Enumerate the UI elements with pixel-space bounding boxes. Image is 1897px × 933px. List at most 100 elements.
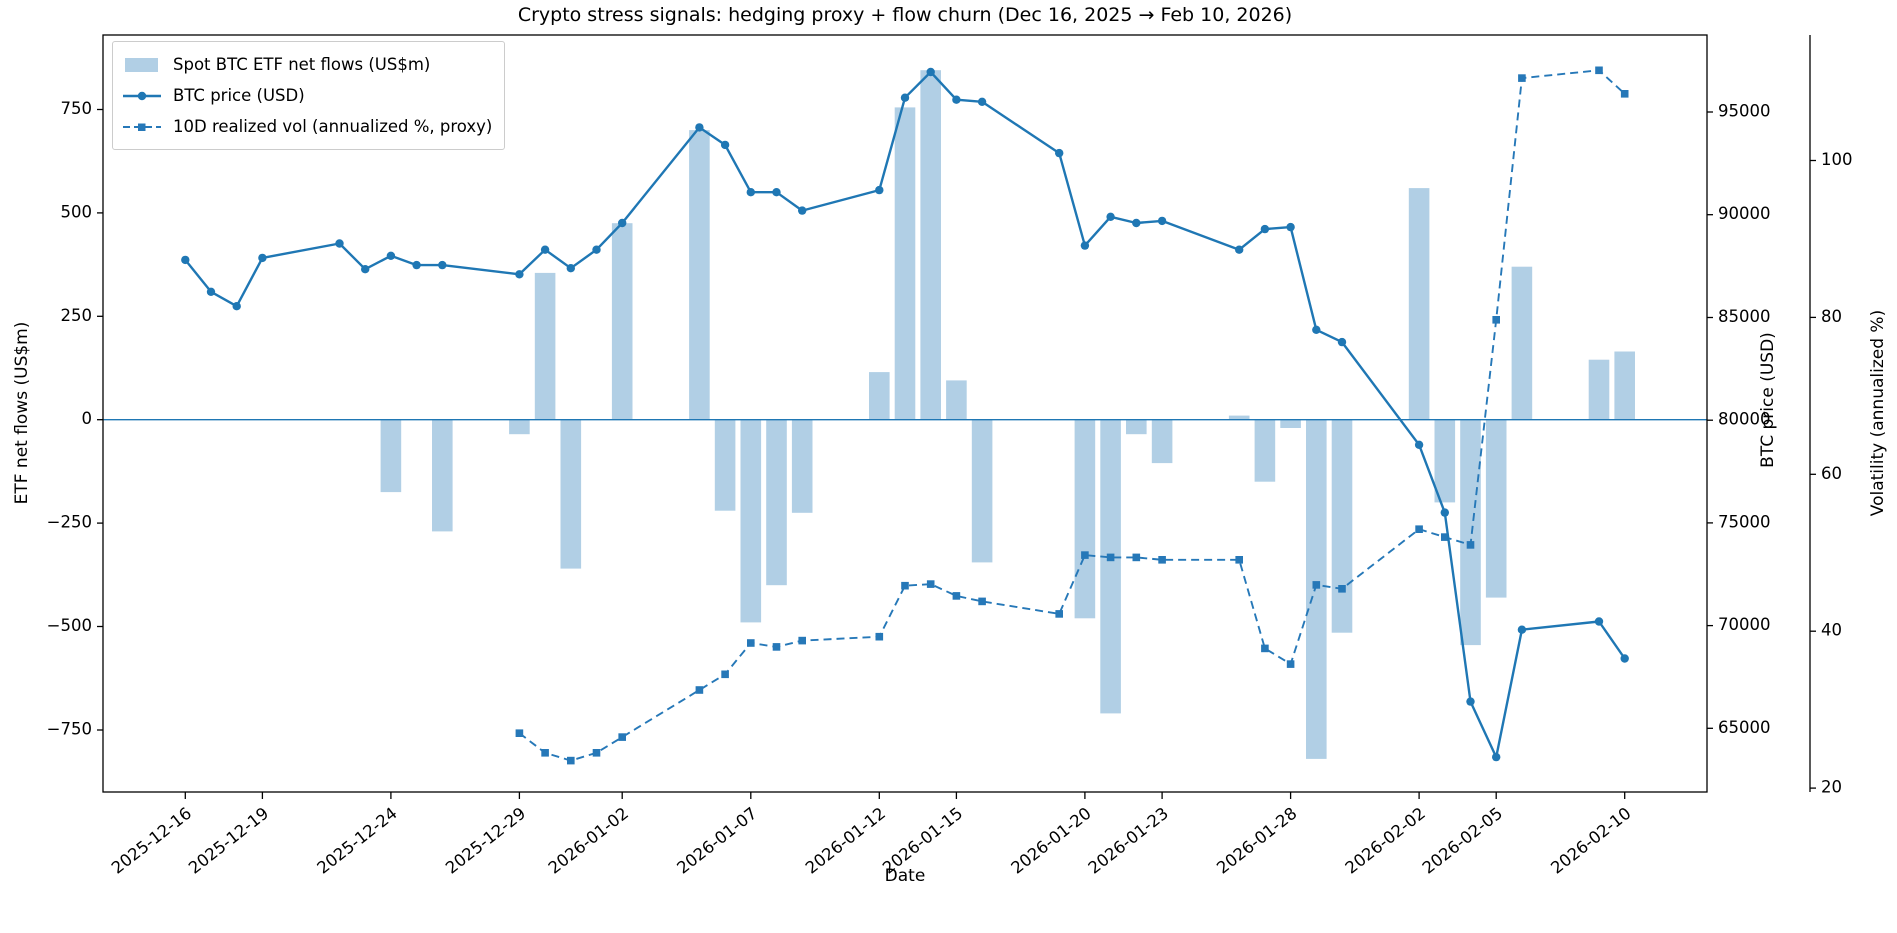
etf-flow-bar — [509, 419, 530, 435]
y-axis-title-vol: Volatility (annualized %) — [1868, 309, 1888, 517]
price-marker — [1466, 697, 1475, 706]
price-marker — [1260, 224, 1270, 234]
price-marker — [952, 95, 961, 104]
tick-label: 95000 — [1718, 102, 1771, 121]
vol-marker — [1518, 74, 1526, 82]
price-marker — [772, 188, 781, 197]
x-axis-title: Date — [884, 866, 926, 886]
etf-flow-bar — [689, 130, 710, 420]
legend-label: 10D realized vol (annualized %, proxy) — [173, 117, 493, 136]
tick-label: 40 — [1821, 621, 1842, 640]
tick-label: 60 — [1821, 464, 1842, 483]
vol-marker — [952, 592, 961, 600]
legend-item-flows: Spot BTC ETF net flows (US$m) — [123, 49, 492, 80]
etf-flow-bar — [1100, 419, 1121, 714]
etf-flow-bar — [1331, 419, 1353, 633]
tick-label: 750 — [61, 99, 93, 118]
price-marker — [1440, 508, 1450, 517]
vol-marker — [721, 670, 729, 679]
bar-swatch-icon — [125, 57, 158, 72]
price-marker — [1492, 752, 1501, 762]
tick-label: 250 — [61, 306, 93, 325]
price-marker — [412, 260, 421, 270]
etf-flow-bar — [1126, 419, 1147, 435]
vol-marker — [926, 580, 935, 588]
vol-marker — [618, 733, 626, 741]
tick-label: −750 — [47, 720, 92, 739]
etf-flow-bar — [432, 419, 453, 532]
etf-flow-bar — [560, 419, 582, 569]
etf-flow-bar — [1434, 419, 1456, 503]
vol-marker — [798, 636, 806, 645]
price-marker — [926, 67, 935, 77]
etf-flow-bar — [791, 419, 813, 513]
price-marker — [1312, 325, 1321, 334]
dashed-line-square-swatch-icon — [123, 123, 161, 131]
line-circle-swatch-icon — [123, 91, 161, 100]
etf-flow-bar — [1280, 419, 1301, 428]
legend-label: Spot BTC ETF net flows (US$m) — [173, 55, 431, 74]
y-axis-title-flows: ETF net flows (US$m) — [12, 321, 32, 505]
vol-marker — [875, 632, 884, 641]
price-marker — [1157, 216, 1167, 226]
vol-marker — [772, 643, 781, 651]
price-marker — [181, 255, 190, 265]
tick-label: 80000 — [1718, 410, 1771, 429]
price-marker — [695, 123, 704, 132]
tick-label: 80 — [1821, 307, 1842, 326]
vol-marker — [1055, 610, 1063, 618]
tick-label: 100 — [1821, 150, 1853, 169]
vol-marker — [515, 729, 524, 737]
price-marker — [540, 245, 550, 254]
vol-marker — [592, 749, 601, 757]
etf-flow-bar — [946, 380, 967, 420]
vol-marker — [1338, 585, 1346, 593]
tick-label: −500 — [47, 616, 92, 635]
vol-marker — [1595, 66, 1603, 75]
vol-marker — [1620, 90, 1629, 98]
etf-flow-bar — [1511, 266, 1533, 420]
etf-flow-bar — [740, 419, 762, 623]
etf-flow-bar — [1460, 419, 1481, 646]
chart-title: Crypto stress signals: hedging proxy + f… — [517, 4, 1293, 26]
vol-marker — [541, 749, 549, 757]
price-marker — [977, 97, 987, 107]
etf-flow-bar — [894, 107, 916, 420]
price-marker — [1337, 337, 1347, 347]
etf-flow-bar — [1408, 188, 1430, 420]
price-marker — [1055, 148, 1064, 158]
price-marker — [592, 245, 601, 254]
vol-marker — [1235, 556, 1243, 564]
tick-label: 20 — [1821, 778, 1842, 797]
vol-marker — [901, 581, 909, 590]
price-marker — [438, 260, 447, 270]
plot-border — [102, 34, 1708, 793]
price-marker — [206, 287, 216, 296]
price-marker — [1517, 625, 1527, 634]
price-marker — [875, 185, 884, 195]
price-marker — [1106, 212, 1115, 221]
vol-marker — [747, 639, 755, 647]
etf-flow-bar — [920, 70, 941, 420]
tick-label: 85000 — [1718, 307, 1771, 326]
price-marker — [1620, 654, 1629, 663]
vol-marker — [1132, 553, 1141, 562]
vol-marker — [1441, 533, 1449, 541]
tick-label: −250 — [47, 513, 92, 532]
vol-marker — [1492, 316, 1500, 324]
price-marker — [720, 140, 730, 150]
legend: Spot BTC ETF net flows (US$m) BTC price … — [112, 41, 506, 150]
tick-label: 75000 — [1718, 512, 1771, 531]
vol-marker — [1081, 551, 1089, 559]
tick-label: 65000 — [1718, 718, 1771, 737]
etf-flow-bar — [1306, 419, 1327, 759]
etf-flow-bar — [1254, 419, 1276, 482]
vol-marker — [1286, 660, 1295, 668]
etf-flow-bar — [869, 372, 890, 420]
vol-marker — [1312, 581, 1321, 589]
price-marker — [618, 218, 627, 228]
etf-flow-bar — [1074, 419, 1096, 619]
price-marker — [258, 253, 267, 263]
price-marker — [1594, 617, 1604, 626]
